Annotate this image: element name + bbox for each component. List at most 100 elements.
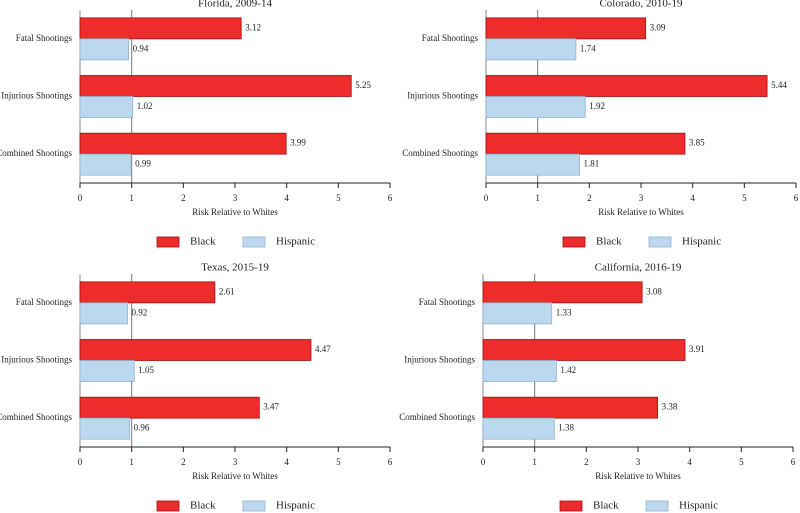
bar bbox=[485, 17, 647, 40]
bar bbox=[79, 396, 260, 419]
value-label: 1.92 bbox=[589, 101, 605, 111]
bar bbox=[485, 38, 577, 61]
x-tick-label: 6 bbox=[388, 193, 393, 203]
legend-label: Hispanic bbox=[276, 236, 315, 248]
x-tick-label: 4 bbox=[284, 193, 289, 203]
category-label: Fatal Shootings bbox=[16, 297, 73, 307]
bar bbox=[79, 339, 312, 361]
x-tick-label: 4 bbox=[284, 457, 289, 467]
x-tick-label: 1 bbox=[532, 457, 537, 467]
value-label: 3.47 bbox=[263, 402, 279, 412]
value-label: 3.99 bbox=[290, 138, 306, 148]
x-tick-label: 1 bbox=[129, 457, 134, 467]
category-label: Combined Shootings bbox=[0, 412, 72, 422]
legend-swatch bbox=[156, 500, 180, 512]
value-label: 0.92 bbox=[132, 307, 148, 317]
value-label: 0.96 bbox=[134, 423, 150, 433]
bar bbox=[79, 153, 132, 176]
bar bbox=[79, 17, 242, 40]
category-label: Injurious Shootings bbox=[404, 355, 475, 365]
legend-swatch bbox=[559, 500, 583, 512]
value-label: 3.85 bbox=[689, 138, 705, 148]
bar bbox=[79, 360, 135, 382]
value-label: 3.91 bbox=[689, 344, 705, 354]
x-tick-label: 0 bbox=[484, 193, 489, 203]
legend-label: Hispanic bbox=[276, 500, 315, 512]
x-tick-label: 6 bbox=[388, 457, 393, 467]
value-label: 0.94 bbox=[133, 43, 149, 53]
bar bbox=[79, 96, 134, 118]
x-tick-label: 4 bbox=[690, 193, 695, 203]
x-tick-label: 0 bbox=[481, 457, 486, 467]
chart-title: Texas, 2015-19 bbox=[201, 262, 269, 274]
x-tick-label: 0 bbox=[78, 193, 83, 203]
value-label: 1.74 bbox=[580, 43, 596, 53]
bar bbox=[482, 339, 686, 361]
value-label: 3.08 bbox=[646, 286, 662, 296]
bar bbox=[485, 75, 768, 97]
x-tick-label: 6 bbox=[794, 193, 799, 203]
legend-label: Black bbox=[596, 236, 622, 248]
x-tick-label: 2 bbox=[181, 193, 186, 203]
category-label: Fatal Shootings bbox=[16, 33, 73, 43]
chart-title: California, 2016-19 bbox=[595, 262, 682, 274]
x-tick-label: 3 bbox=[639, 193, 644, 203]
bar bbox=[79, 38, 129, 61]
category-label: Injurious Shootings bbox=[1, 355, 72, 365]
category-label: Injurious Shootings bbox=[407, 91, 478, 101]
legend-label: Black bbox=[593, 500, 619, 512]
bar bbox=[482, 302, 553, 325]
legend-label: Black bbox=[190, 500, 216, 512]
bar bbox=[485, 153, 580, 176]
category-label: Fatal Shootings bbox=[419, 297, 476, 307]
x-tick-label: 1 bbox=[535, 193, 540, 203]
x-tick-label: 2 bbox=[181, 457, 186, 467]
x-tick-label: 3 bbox=[636, 457, 641, 467]
value-label: 1.38 bbox=[558, 423, 574, 433]
bar bbox=[482, 281, 643, 304]
bar bbox=[79, 417, 130, 440]
bar bbox=[482, 396, 659, 419]
category-label: Combined Shootings bbox=[402, 148, 478, 158]
x-tick-label: 6 bbox=[791, 457, 796, 467]
bar bbox=[482, 417, 555, 440]
value-label: 5.44 bbox=[771, 80, 787, 90]
x-axis-label: Risk Relative to Whites bbox=[595, 471, 681, 481]
x-axis-label: Risk Relative to Whites bbox=[192, 471, 278, 481]
bar bbox=[79, 75, 352, 97]
bar bbox=[485, 132, 686, 155]
value-label: 3.12 bbox=[245, 22, 261, 32]
x-tick-label: 3 bbox=[233, 457, 238, 467]
x-tick-label: 4 bbox=[687, 457, 692, 467]
legend-swatch bbox=[156, 236, 180, 248]
category-label: Injurious Shootings bbox=[1, 91, 72, 101]
x-tick-label: 2 bbox=[584, 457, 589, 467]
chart-title: Florida, 2009-14 bbox=[198, 0, 272, 10]
bar bbox=[79, 281, 216, 304]
value-label: 1.05 bbox=[138, 365, 154, 375]
value-label: 0.99 bbox=[135, 159, 151, 169]
legend-swatch bbox=[242, 236, 266, 248]
x-tick-label: 1 bbox=[129, 193, 134, 203]
x-tick-label: 5 bbox=[336, 193, 341, 203]
legend-swatch bbox=[645, 500, 669, 512]
legend-swatch bbox=[242, 500, 266, 512]
legend-swatch bbox=[562, 236, 586, 248]
bar bbox=[485, 96, 586, 118]
bar bbox=[482, 360, 557, 382]
value-label: 1.42 bbox=[560, 365, 576, 375]
bar bbox=[79, 132, 287, 155]
x-tick-label: 5 bbox=[336, 457, 341, 467]
chart-title: Colorado, 2010-19 bbox=[599, 0, 683, 10]
legend-label: Hispanic bbox=[679, 500, 718, 512]
legend-label: Hispanic bbox=[682, 236, 721, 248]
x-tick-label: 2 bbox=[587, 193, 592, 203]
value-label: 4.47 bbox=[315, 344, 331, 354]
value-label: 3.09 bbox=[650, 22, 666, 32]
x-tick-label: 0 bbox=[78, 457, 83, 467]
bar bbox=[79, 302, 128, 325]
value-label: 1.02 bbox=[137, 101, 153, 111]
x-tick-label: 5 bbox=[742, 193, 747, 203]
x-axis-label: Risk Relative to Whites bbox=[598, 207, 684, 217]
